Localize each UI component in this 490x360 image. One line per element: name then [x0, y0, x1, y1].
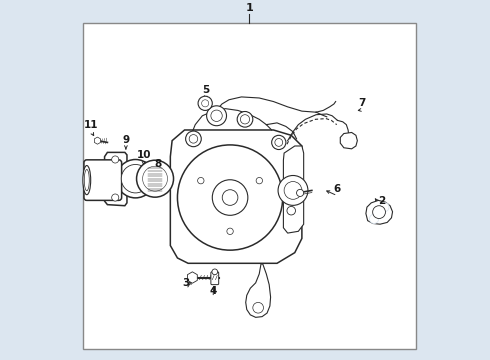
Text: 9: 9 [122, 135, 129, 145]
Circle shape [296, 189, 304, 197]
Circle shape [207, 106, 226, 126]
Text: 11: 11 [84, 120, 98, 130]
Polygon shape [104, 152, 127, 206]
Circle shape [369, 214, 379, 224]
Circle shape [241, 115, 249, 124]
Circle shape [212, 269, 218, 275]
Circle shape [380, 203, 389, 212]
Circle shape [112, 194, 119, 201]
Circle shape [212, 180, 248, 215]
Text: 6: 6 [334, 184, 341, 194]
Circle shape [275, 139, 283, 146]
Circle shape [189, 135, 197, 143]
Text: 8: 8 [154, 159, 162, 170]
Text: 5: 5 [202, 85, 210, 95]
Circle shape [237, 112, 253, 127]
Ellipse shape [83, 166, 91, 195]
Text: 4: 4 [209, 286, 217, 296]
Text: 3: 3 [183, 278, 190, 288]
Circle shape [197, 177, 204, 184]
Circle shape [222, 190, 238, 205]
Polygon shape [245, 264, 270, 318]
Circle shape [121, 165, 150, 193]
FancyBboxPatch shape [211, 272, 219, 285]
Ellipse shape [84, 170, 89, 191]
Polygon shape [283, 146, 304, 233]
Circle shape [116, 159, 155, 198]
Circle shape [256, 177, 263, 184]
Text: 7: 7 [359, 98, 366, 108]
Circle shape [372, 206, 386, 219]
Circle shape [143, 166, 168, 191]
Circle shape [177, 145, 283, 250]
FancyBboxPatch shape [84, 160, 122, 201]
Circle shape [186, 131, 201, 147]
Circle shape [198, 96, 212, 111]
Circle shape [253, 302, 264, 313]
Text: 1: 1 [245, 3, 253, 13]
Circle shape [278, 175, 308, 205]
Polygon shape [171, 130, 302, 263]
Circle shape [112, 156, 119, 163]
Text: 2: 2 [378, 196, 386, 206]
Circle shape [211, 110, 222, 121]
Circle shape [137, 160, 173, 197]
Circle shape [201, 100, 209, 107]
Text: 10: 10 [136, 150, 151, 160]
Polygon shape [340, 132, 357, 149]
Circle shape [227, 228, 233, 234]
Polygon shape [366, 201, 392, 224]
Circle shape [284, 181, 302, 199]
Circle shape [287, 206, 295, 215]
Circle shape [271, 135, 286, 149]
